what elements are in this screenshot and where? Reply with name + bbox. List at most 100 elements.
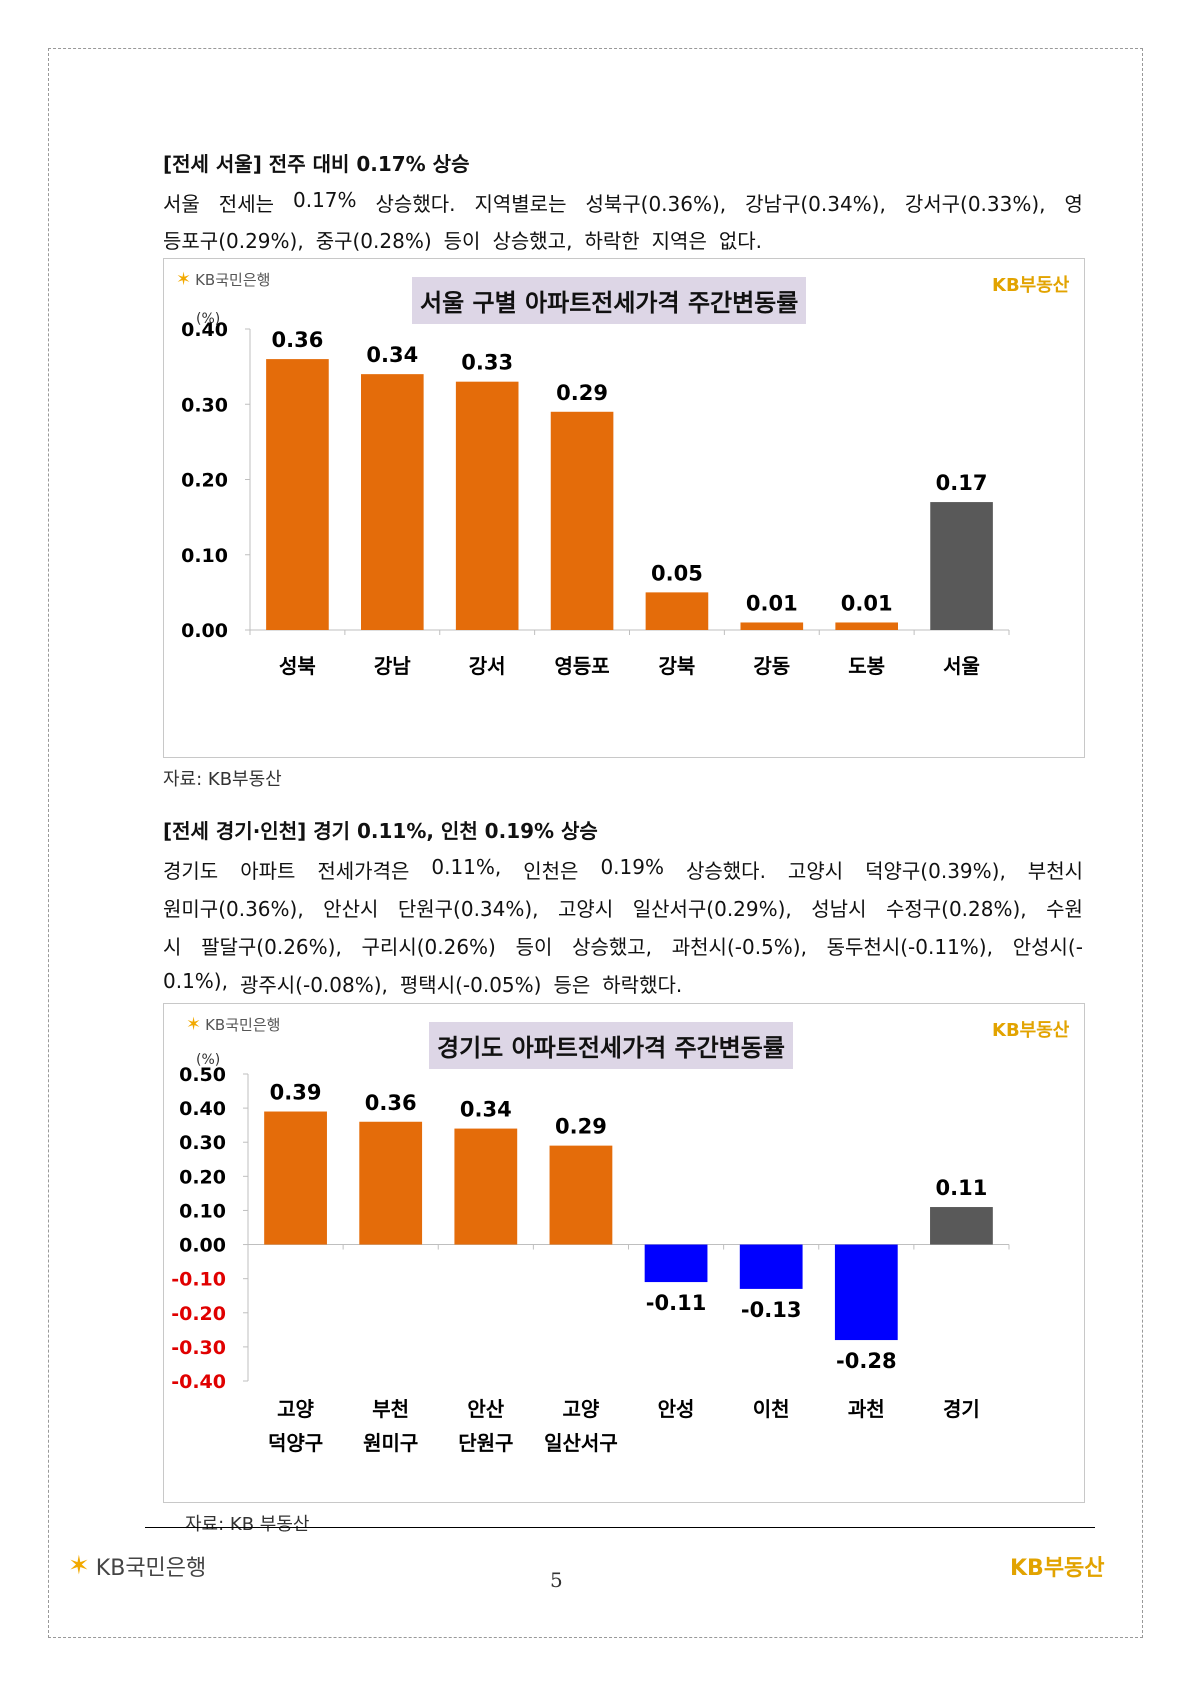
chart1-unit: (%) [196,311,221,327]
chart2-title: 경기도 아파트전세가격 주간변동률 [429,1022,793,1069]
section2-line1-word: 아파트 [240,859,296,883]
x-tick-label: 원미구 [363,1431,418,1455]
footer-bank-logo-text: KB국민은행 [95,1556,207,1581]
section1-title: [전세 서울] 전주 대비 0.17% 상승 [163,152,470,176]
y-tick-label: -0.40 [171,1371,226,1393]
section1-line2-word: 등이 [443,229,481,253]
page-border [48,48,1143,1638]
section2-line4-word: 광주시(-0.08%), [239,973,388,997]
section2-line3-word: 안성시(- [1012,935,1083,959]
section2-line3-word: 동두천시(-0.11%), [826,935,993,959]
section1-line2-word: 중구(0.28%) [315,229,432,253]
chart1-title: 서울 구별 아파트전세가격 주간변동률 [412,277,807,324]
data-label: 0.36 [365,1091,417,1115]
x-tick-label: 서울 [943,654,980,678]
x-tick-label: 성북 [279,654,316,678]
chart2-box: ✶ KB국민은행 KB부동산 경기도 아파트전세가격 주간변동률 (%) 0.5… [163,1003,1085,1503]
section2-line2-word: 수원 [1046,897,1083,921]
x-tick-label: 경기 [943,1397,980,1421]
section1-line1-word: 서울 [163,192,200,216]
x-tick-label: 안산 [467,1397,504,1421]
chart1-plot: 0.40 0.30 0.20 0.10 0.00 0.36 성북 0.34 강남 0.33 강서 0.… [181,319,1010,678]
section1-line2-word: 상승했고, [492,229,573,253]
footer-land-logo: KB부동산 [1010,1556,1105,1581]
section2-line1-word: 경기도 [163,859,219,883]
section2-line1-word: 전세가격은 [317,859,410,883]
y-tick-label: 0.20 [181,470,228,492]
data-label: 0.01 [841,591,893,615]
section2-line3-word: 과천시(-0.5%), [671,935,807,959]
x-tick-label: 도봉 [848,654,885,678]
section1-line2-word: 등포구(0.29%), [163,229,304,253]
section2-line1-word: 인천은 [523,859,579,883]
page-number: 5 [550,1568,563,1592]
bar [550,411,614,630]
section2-line2: 원미구(0.36%), 안산시 단원구(0.34%), 고양시 일산서구(0.29%),… [163,893,1083,922]
footer-divider [145,1527,1095,1528]
section1-line1-word: 성북구(0.36%), [585,192,727,216]
chart2-bank-logo-text: KB국민은행 [205,1016,281,1034]
bar [739,1244,803,1289]
section2-line1-word: 0.19% [600,855,664,879]
bar [264,1111,327,1245]
data-label: 0.34 [460,1098,512,1122]
section2-line3: 시 팔달구(0.26%), 구리시(0.26%) 등이 상승했고, 과천시(-0.5%),… [163,931,1083,960]
section2-line2-word: 성남시 [811,897,867,921]
section2-line3-word: 구리시(0.26%) [361,935,496,959]
y-tick-label: 0.00 [179,1235,226,1257]
x-tick-label: 덕양구 [268,1431,323,1455]
section2-line4-word: 등은 [553,973,591,997]
data-label: 0.11 [936,1176,988,1200]
x-tick-label: 과천 [848,1397,885,1421]
data-label: -0.28 [836,1349,897,1373]
y-tick-label: -0.10 [171,1269,226,1291]
chart2-plot: 0.50 0.40 0.30 0.20 0.10 0.00 -0.10 -0.20 -0.30 -… [171,1064,1010,1455]
section1-line1-word: 0.17% [292,188,357,212]
section2-line2-word: 일산서구(0.29%), [632,897,792,921]
bar [930,1207,993,1245]
data-label: -0.13 [741,1298,802,1322]
section2-line2-word: 고양시 [558,897,614,921]
section2-line1-word: 부천시 [1027,859,1083,883]
bar [740,622,804,630]
x-tick-label: 영등포 [554,654,609,678]
section1-line2-word: 하락한 [584,229,640,253]
section2-line3-word: 시 [163,935,182,959]
chart1-box: ✶ KB국민은행 KB부동산 서울 구별 아파트전세가격 주간변동률 (%) 0… [163,258,1085,758]
data-label: 0.39 [270,1081,322,1105]
section2-line4-word: 0.1%), [163,969,228,993]
y-tick-label: -0.30 [171,1337,226,1359]
bar [930,502,993,630]
bar [645,592,709,630]
section1-line1-word: 상승했다. [375,192,456,216]
data-label: 0.29 [555,1115,607,1139]
y-tick-label: 0.50 [179,1064,226,1086]
bar [455,381,519,630]
chart1-bank-logo: ✶ KB국민은행 [176,269,270,290]
section2-line4: 0.1%), 광주시(-0.08%), 평택시(-0.05%) 등은 하락했다. [163,969,1083,998]
kb-star-icon: ✶ [186,1014,202,1035]
x-tick-label: 이천 [753,1397,790,1421]
section2-line2-word: 수정구(0.28%), [885,897,1027,921]
section1-line1-word: 강서구(0.33%), [904,192,1046,216]
y-tick-label: -0.20 [171,1303,226,1325]
data-label: 0.36 [272,328,324,352]
section1-line1-word: 영 [1064,192,1083,216]
chart2-land-logo: KB부동산 [992,1020,1070,1041]
chart1-bank-logo-text: KB국민은행 [195,271,271,289]
y-tick-label: 0.20 [179,1166,226,1188]
section1-line1-word: 강남구(0.34%), [745,192,886,216]
x-tick-label: 강동 [753,654,790,678]
x-tick-label: 강남 [374,654,411,678]
bar [549,1145,613,1245]
footer-bank-logo: ✶ KB국민은행 [68,1550,206,1582]
section1-line2-word: 없다. [718,229,763,253]
chart2-source: 자료: KB 부동산 [185,1514,310,1535]
section2-line1: 경기도 아파트 전세가격은 0.11%, 인천은 0.19% 상승했다. 고양시 덕양구(0.3… [163,855,1083,884]
y-tick-label: 0.10 [181,545,228,567]
data-label: 0.34 [366,343,418,367]
section2-line2-word: 단원구(0.34%), [397,897,539,921]
chart2-bank-logo: ✶ KB국민은행 [186,1014,280,1035]
section1-line2-word: 지역은 [651,229,707,253]
data-label: 0.29 [556,381,608,405]
